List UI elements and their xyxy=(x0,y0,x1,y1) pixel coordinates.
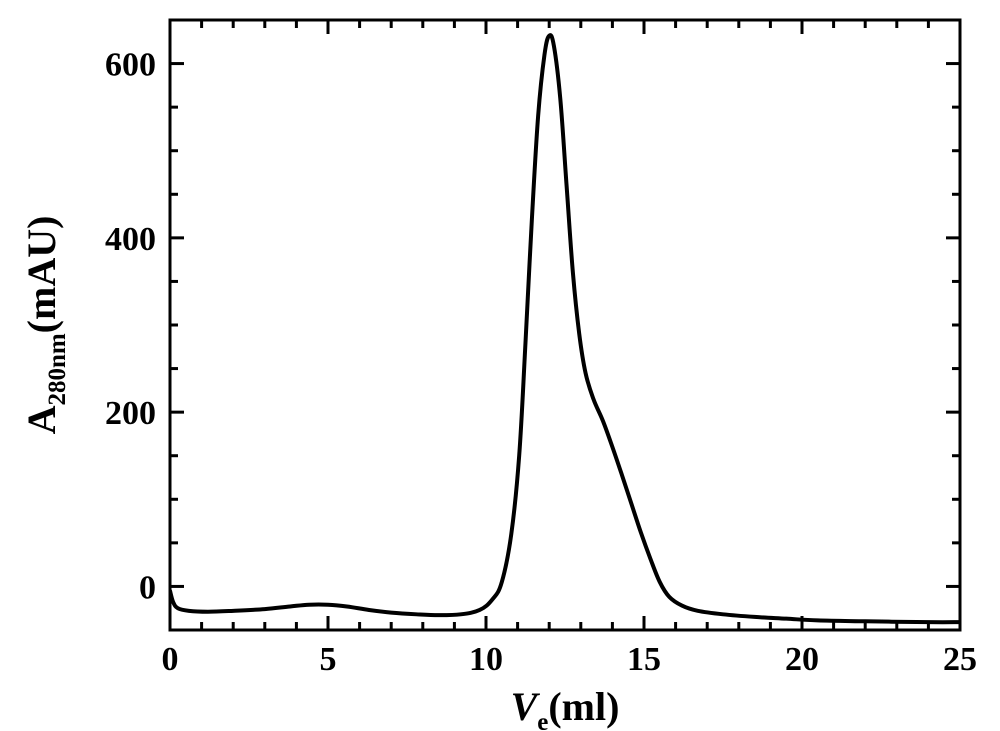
svg-text:0: 0 xyxy=(162,641,179,678)
svg-text:20: 20 xyxy=(785,641,819,678)
svg-text:Ve(ml): Ve(ml) xyxy=(511,684,620,731)
svg-text:200: 200 xyxy=(105,395,156,432)
chart-svg: 0 5 10 15 20 25 0 200 400 600 Ve(ml) A280nm(mAU) xyxy=(0,0,1000,731)
svg-text:15: 15 xyxy=(627,641,661,678)
svg-text:600: 600 xyxy=(105,47,156,84)
svg-text:0: 0 xyxy=(139,569,156,606)
svg-text:10: 10 xyxy=(469,641,503,678)
chromatogram-chart: 0 5 10 15 20 25 0 200 400 600 Ve(ml) A280nm(mAU) xyxy=(0,0,1000,731)
svg-text:5: 5 xyxy=(320,641,337,678)
svg-text:A280nm(mAU): A280nm(mAU) xyxy=(19,216,71,435)
svg-text:400: 400 xyxy=(105,221,156,258)
svg-text:25: 25 xyxy=(943,641,977,678)
